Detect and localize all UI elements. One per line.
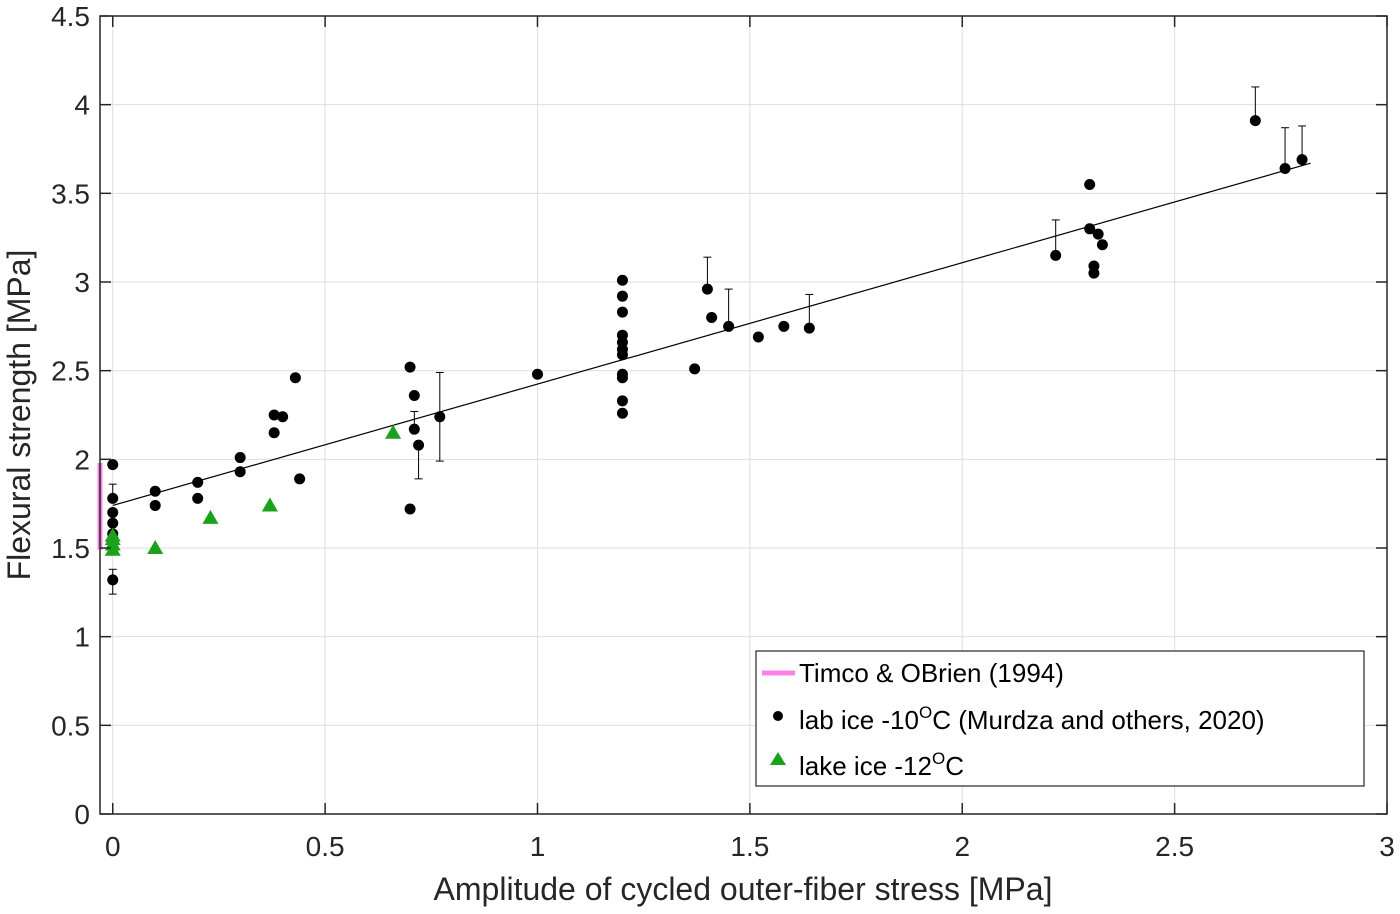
lab-ice-point [1249,115,1261,127]
lab-ice-point [404,361,416,373]
x-tick-label: 2.5 [1155,831,1194,862]
error-bar [435,371,444,417]
legend-timco-label: Timco & OBrien (1994) [799,658,1064,688]
lab-ice-point [616,407,628,419]
x-tick-label: 3 [1379,831,1395,862]
lab-ice-point [616,306,628,318]
lab-ice-point [277,411,289,423]
lab-ice-point [107,574,119,586]
lab-ice-point [107,507,119,519]
error-bar [1281,127,1290,169]
lab-ice-point [1096,239,1108,251]
lab-ice-point [616,395,628,407]
lab-ice-point [803,322,815,334]
y-tick-label: 3.5 [51,178,90,209]
lab-ice-point [268,409,280,421]
lab-ice-point [1084,223,1096,235]
lab-ice-point [1092,228,1104,240]
lab-ice-point [404,503,416,515]
fit-line-group [112,162,1311,507]
lab-ice-point [434,411,446,423]
y-tick-label: 2.5 [51,356,90,387]
y-tick-label: 3 [74,267,90,298]
error-bar [414,445,423,480]
y-tick-label: 1.5 [51,533,90,564]
legend-lab-label: lab ice -10OC (Murdza and others, 2020) [799,703,1265,735]
lab-ice-point [149,485,161,497]
lab-ice-point [107,492,119,504]
axis-ticks: 0 0.5 1 1.5 2 2.5 3 0 0.5 1 1.5 2 2.5 3 3.5 4 4.5 [51,1,1395,862]
error-bar [1251,86,1260,121]
plot-frame [99,15,1388,815]
legend-box [755,650,1365,787]
lab-ice-point [778,320,790,332]
error-bar [435,416,444,462]
lab-ice-point [234,452,246,464]
error-bar [1051,219,1060,256]
fit-line [112,162,1311,507]
data-series [97,115,1308,586]
lab-ice-point [413,439,425,451]
legend: Timco & OBrien (1994) lab ice -10OC (Mur… [755,650,1365,787]
lab-ice-point [616,290,628,302]
lab-ice-point [107,517,119,529]
y-tick-label: 4 [74,90,90,121]
legend-lab-marker [773,711,783,721]
lab-ice-point [1050,249,1062,261]
lab-ice-point [616,274,628,286]
lake-ice-point [202,509,219,524]
lab-ice-point [408,423,420,435]
lab-ice-point [723,320,735,332]
x-tick-label: 0.5 [306,831,345,862]
y-tick-label: 1 [74,622,90,653]
lab-ice-point [701,283,713,295]
y-axis-label: Flexural strength [MPa] [1,250,37,581]
lab-ice-point [1084,178,1096,190]
lake-ice-point [261,497,278,512]
lake-ice-point [147,540,164,554]
legend-lake-label: lake ice -12OC [799,749,964,781]
lab-ice-point [689,363,701,375]
lab-ice-point [192,476,204,488]
lab-ice-point [1296,154,1308,166]
lab-ice-point [408,389,420,401]
lab-ice-point [616,349,628,361]
lab-ice-point [107,459,119,471]
lab-ice-point [706,311,718,323]
y-tick-label: 0.5 [51,710,90,741]
lab-ice-point [268,427,280,439]
lab-ice-point [192,492,204,504]
lab-ice-point [234,466,246,478]
lab-ice-point [289,372,301,384]
x-axis-label: Amplitude of cycled outer-fiber stress [… [434,871,1053,907]
lab-ice-point [149,499,161,511]
lake-ice-point [385,424,402,439]
error-bars [108,86,1307,595]
error-bar [1298,125,1307,160]
y-tick-label: 4.5 [51,1,90,32]
legend-lake-marker [770,752,786,765]
lab-ice-point [752,331,764,343]
lab-ice-point [1279,163,1291,175]
lab-ice-point [616,372,628,384]
error-bar [805,293,814,329]
y-tick-label: 0 [74,799,90,830]
x-tick-label: 2 [954,831,970,862]
lake-ice-point [104,527,121,542]
lab-ice-point [294,473,306,485]
lab-ice-point [531,368,543,380]
x-tick-label: 1 [530,831,546,862]
y-tick-label: 2 [74,444,90,475]
x-tick-label: 0 [105,831,121,862]
x-tick-label: 1.5 [730,831,769,862]
lab-ice-point [1088,267,1100,279]
error-bar [724,288,733,327]
